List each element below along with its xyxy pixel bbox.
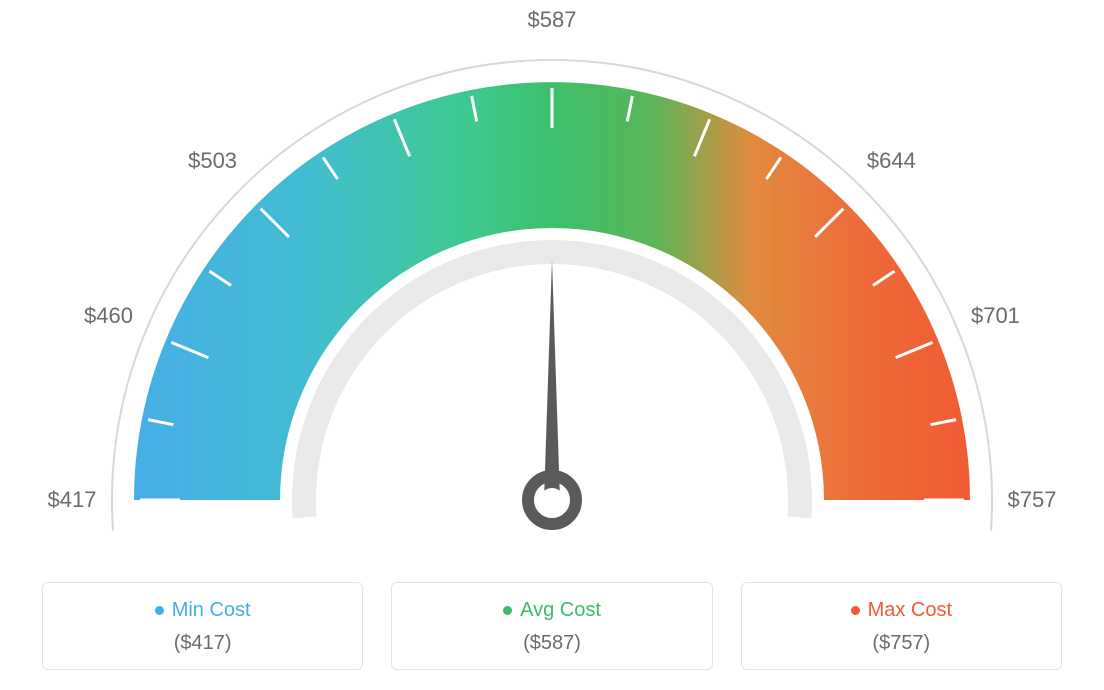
legend-row: Min Cost ($417) Avg Cost ($587) Max Cost… <box>42 582 1062 670</box>
legend-label-max: Max Cost <box>868 599 952 622</box>
legend-card-avg: Avg Cost ($587) <box>391 582 712 670</box>
legend-value-max: ($757) <box>752 632 1051 655</box>
legend-value-avg: ($587) <box>402 632 701 655</box>
gauge-tick-label: $701 <box>971 303 1020 329</box>
legend-title-max: Max Cost <box>851 599 952 622</box>
gauge-tick-label: $757 <box>1008 487 1057 513</box>
legend-dot-max <box>851 606 860 615</box>
legend-label-min: Min Cost <box>172 599 251 622</box>
legend-card-max: Max Cost ($757) <box>741 582 1062 670</box>
legend-label-avg: Avg Cost <box>520 599 601 622</box>
gauge-svg <box>0 0 1104 560</box>
gauge-tick-label: $417 <box>48 487 97 513</box>
legend-title-min: Min Cost <box>155 599 251 622</box>
legend-dot-min <box>155 606 164 615</box>
legend-title-avg: Avg Cost <box>503 599 601 622</box>
gauge-tick-label: $587 <box>528 7 577 33</box>
gauge-tick-label: $503 <box>188 148 237 174</box>
legend-card-min: Min Cost ($417) <box>42 582 363 670</box>
legend-value-min: ($417) <box>53 632 352 655</box>
gauge-tick-label: $644 <box>867 148 916 174</box>
gauge-tick-label: $460 <box>84 303 133 329</box>
legend-dot-avg <box>503 606 512 615</box>
gauge-chart: $417 $460 $503 $587 $644 $701 $757 <box>0 0 1104 560</box>
